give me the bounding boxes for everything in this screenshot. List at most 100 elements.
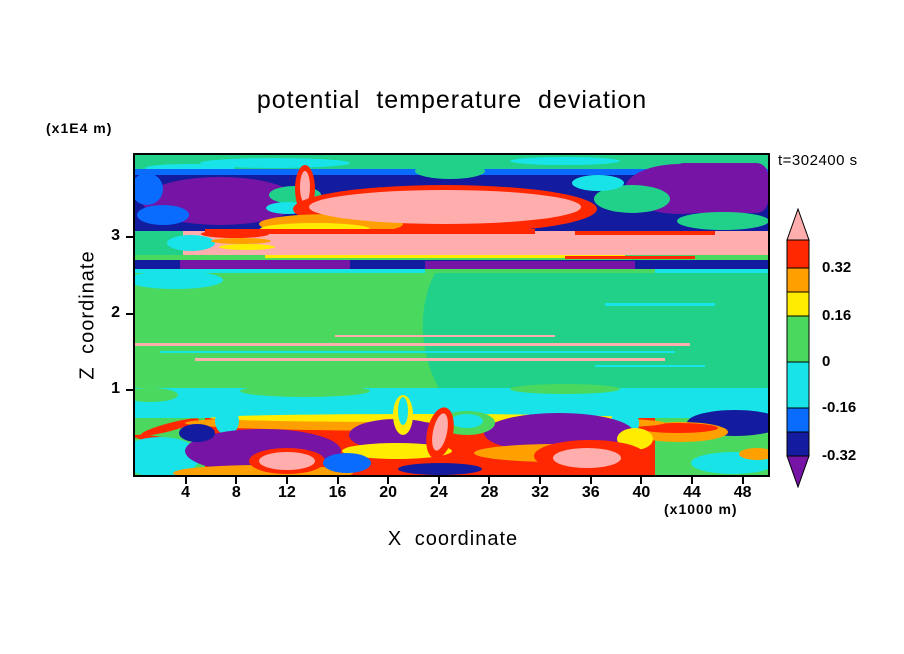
contour-region-green: [240, 385, 370, 397]
contour-region-cyan: [135, 437, 200, 475]
x-tick-mark: [336, 477, 339, 484]
contour-region-red: [575, 231, 715, 235]
x-tick-label: 48: [733, 484, 752, 501]
colorbar-bottom-arrow: [786, 455, 810, 489]
contour-region-cyan: [200, 158, 350, 168]
x-tick-mark: [539, 477, 542, 484]
chart-title: potential temperature deviation: [256, 86, 648, 114]
x-tick-label: 8: [231, 484, 241, 501]
z-tick-mark: [126, 312, 133, 315]
timestamp-label: t=302400 s: [778, 152, 858, 169]
colorbar-segment-cyan: [786, 361, 810, 409]
colorbar-label: 0: [822, 353, 831, 370]
contour-region-pink: [195, 358, 665, 361]
colorbar: [786, 207, 810, 489]
x-tick-label: 20: [379, 484, 398, 501]
contour-region-orange: [211, 238, 271, 244]
contour-region-cyan: [572, 175, 624, 191]
contour-region-cyan: [215, 407, 239, 435]
contour-region-pink: [309, 190, 581, 224]
contour-region-yellow: [219, 244, 275, 250]
contour-region-emerald: [594, 185, 670, 213]
contour-region-cyan: [605, 303, 715, 306]
contour-region-cyan: [451, 414, 483, 428]
colorbar-label: -0.32: [822, 447, 857, 464]
contour-region-cyan: [510, 157, 620, 165]
contour-region-pink: [300, 171, 310, 203]
contour-region-green: [135, 388, 178, 402]
contour-region-yellow: [342, 443, 452, 459]
contour-region-blue: [137, 205, 189, 225]
contour-region-navy: [398, 463, 482, 475]
x-tick-mark: [640, 477, 643, 484]
contour-region-cyan: [398, 397, 408, 425]
z-axis-title: Z coordinate: [76, 250, 99, 380]
x-tick-mark: [387, 477, 390, 484]
contour-region-cyan: [160, 351, 675, 353]
x-tick-label: 32: [531, 484, 549, 501]
colorbar-label: 0.16: [822, 307, 852, 324]
contour-region-green: [510, 384, 620, 394]
contour-region-yellow: [265, 255, 625, 258]
x-tick-mark: [285, 477, 288, 484]
x-tick-label: 44: [683, 484, 701, 501]
plot-area: [133, 153, 770, 477]
contour-region-cyan: [655, 269, 768, 273]
contour-region-cyan: [167, 235, 215, 251]
z-tick-label: 1: [111, 380, 120, 397]
contour-region-red: [638, 423, 718, 433]
contour-region-blue: [323, 453, 371, 473]
x-tick-label: 12: [278, 484, 296, 501]
x-tick-mark: [488, 477, 491, 484]
z-tick-mark: [126, 389, 133, 391]
colorbar-segment-navy: [786, 431, 810, 457]
colorbar-segment-orange: [786, 267, 810, 293]
contour-region-pink: [135, 343, 690, 346]
contour-region-emerald: [415, 163, 485, 179]
contour-region-red: [141, 418, 199, 436]
contour-region-orange: [739, 448, 768, 460]
x-tick-mark: [741, 477, 744, 484]
x-tick-mark: [589, 477, 592, 484]
contour-region-cyan: [135, 388, 768, 418]
x-axis-unit-label: (x1000 m): [664, 501, 738, 517]
field-svg: [135, 155, 768, 475]
x-tick-label: 28: [480, 484, 499, 501]
contour-region-cyan: [135, 271, 223, 289]
contour-region-red: [565, 256, 695, 259]
x-tick-label: 40: [632, 484, 651, 501]
contour-region-cyan: [595, 365, 705, 367]
colorbar-top-arrow: [786, 207, 810, 241]
contour-region-pink: [335, 335, 555, 337]
colorbar-svg: [786, 207, 810, 489]
colorbar-label: 0.32: [822, 259, 852, 276]
contour-region-purple: [180, 260, 350, 269]
z-tick-label: 3: [111, 227, 120, 244]
contour-region-purple: [349, 419, 445, 451]
contour-region-navy: [179, 424, 215, 442]
contour-region-purple: [425, 261, 635, 269]
z-tick-label: 2: [111, 303, 120, 321]
x-tick-label: 16: [328, 484, 347, 501]
colorbar-segment-red: [786, 239, 810, 269]
contour-region-cyan: [135, 269, 425, 273]
colorbar-segment-green: [786, 315, 810, 363]
colorbar-label: -0.16: [822, 399, 857, 416]
contour-region-emerald: [677, 212, 768, 230]
contour-region-pink: [432, 413, 448, 451]
colorbar-segment-yellow: [786, 291, 810, 317]
x-tick-mark: [437, 477, 440, 484]
colorbar-segment-blue: [786, 407, 810, 433]
x-tick-mark: [184, 477, 187, 484]
x-tick-label: 4: [181, 484, 191, 501]
x-tick-label: 36: [581, 484, 600, 501]
z-tick-mark: [126, 236, 133, 238]
x-tick-mark: [235, 477, 238, 484]
contour-region-blue: [135, 173, 163, 205]
contour-region-red: [205, 229, 535, 234]
x-tick-label: 24: [429, 484, 448, 501]
x-tick-mark: [691, 477, 694, 484]
z-axis-unit-label: (x1E4 m): [46, 120, 113, 136]
contour-region-red: [201, 230, 269, 238]
